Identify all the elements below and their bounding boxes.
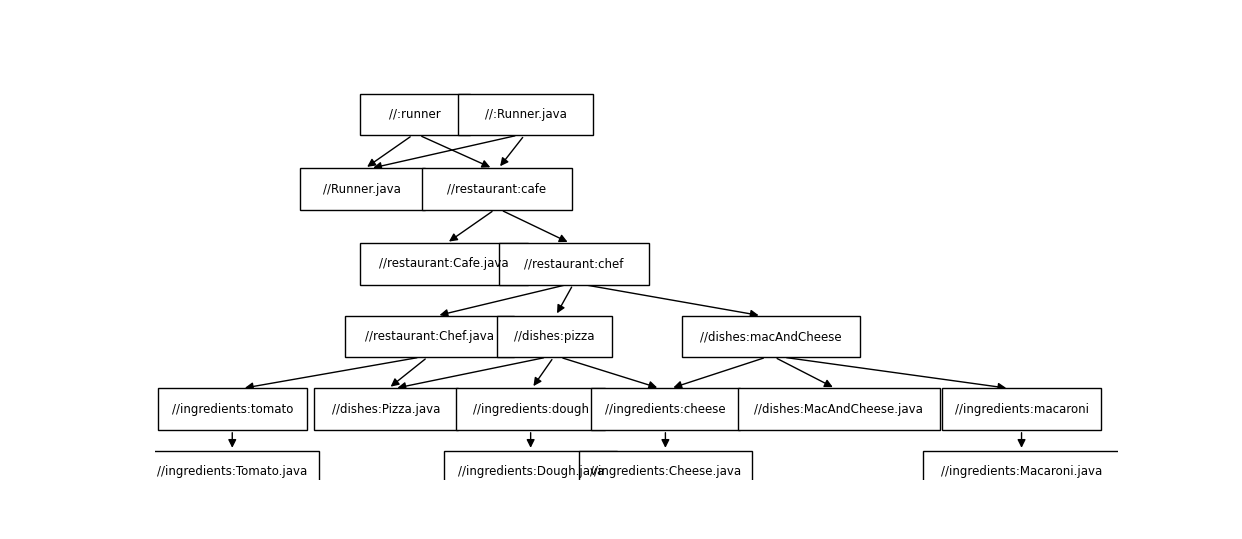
Text: //ingredients:dough: //ingredients:dough [473, 403, 589, 416]
FancyBboxPatch shape [299, 169, 425, 210]
FancyBboxPatch shape [314, 389, 458, 430]
FancyBboxPatch shape [145, 451, 319, 492]
FancyBboxPatch shape [456, 389, 605, 430]
Text: //ingredients:Tomato.java: //ingredients:Tomato.java [158, 465, 307, 478]
Text: //ingredients:macaroni: //ingredients:macaroni [955, 403, 1088, 416]
Text: //ingredients:Macaroni.java: //ingredients:Macaroni.java [941, 465, 1102, 478]
Text: //ingredients:tomato: //ingredients:tomato [171, 403, 293, 416]
Text: //:runner: //:runner [389, 108, 441, 121]
Text: //dishes:pizza: //dishes:pizza [514, 330, 595, 343]
Text: //ingredients:Dough.java: //ingredients:Dough.java [457, 465, 604, 478]
FancyBboxPatch shape [738, 389, 940, 430]
Text: //restaurant:cafe: //restaurant:cafe [447, 183, 546, 196]
FancyBboxPatch shape [923, 451, 1120, 492]
FancyBboxPatch shape [458, 94, 594, 135]
Text: //:Runner.java: //:Runner.java [484, 108, 566, 121]
Text: //dishes:macAndCheese: //dishes:macAndCheese [700, 330, 842, 343]
Text: //restaurant:Cafe.java: //restaurant:Cafe.java [379, 258, 509, 271]
FancyBboxPatch shape [591, 389, 740, 430]
Text: //restaurant:Chef.java: //restaurant:Chef.java [365, 330, 494, 343]
FancyBboxPatch shape [158, 389, 307, 430]
Text: //dishes:Pizza.java: //dishes:Pizza.java [332, 403, 441, 416]
Text: //Runner.java: //Runner.java [323, 183, 401, 196]
FancyBboxPatch shape [579, 451, 753, 492]
FancyBboxPatch shape [499, 243, 648, 285]
FancyBboxPatch shape [445, 451, 617, 492]
FancyBboxPatch shape [943, 389, 1100, 430]
FancyBboxPatch shape [497, 316, 612, 357]
FancyBboxPatch shape [682, 316, 861, 357]
FancyBboxPatch shape [360, 94, 471, 135]
Text: //ingredients:Cheese.java: //ingredients:Cheese.java [590, 465, 741, 478]
Text: //restaurant:chef: //restaurant:chef [524, 258, 623, 271]
FancyBboxPatch shape [422, 169, 571, 210]
Text: //ingredients:cheese: //ingredients:cheese [605, 403, 725, 416]
Text: //dishes:MacAndCheese.java: //dishes:MacAndCheese.java [754, 403, 923, 416]
FancyBboxPatch shape [360, 243, 528, 285]
FancyBboxPatch shape [345, 316, 514, 357]
